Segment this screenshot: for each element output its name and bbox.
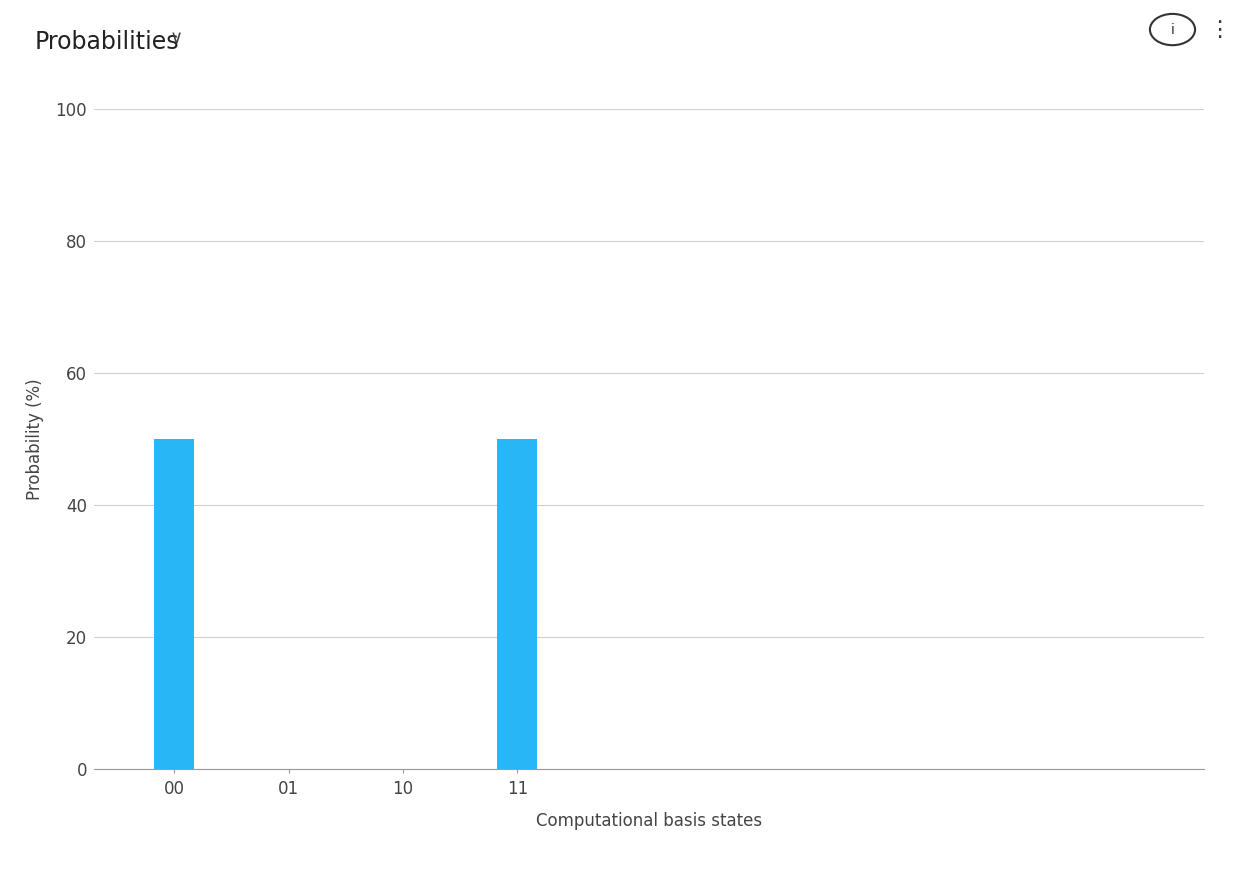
X-axis label: Computational basis states: Computational basis states <box>535 812 762 830</box>
Text: ∨: ∨ <box>169 29 182 47</box>
Text: Probabilities: Probabilities <box>35 30 179 55</box>
Bar <box>154 439 194 769</box>
Text: i: i <box>1170 23 1175 36</box>
Text: ⋮: ⋮ <box>1208 19 1230 40</box>
Y-axis label: Probability (%): Probability (%) <box>26 378 44 500</box>
Bar <box>498 439 538 769</box>
